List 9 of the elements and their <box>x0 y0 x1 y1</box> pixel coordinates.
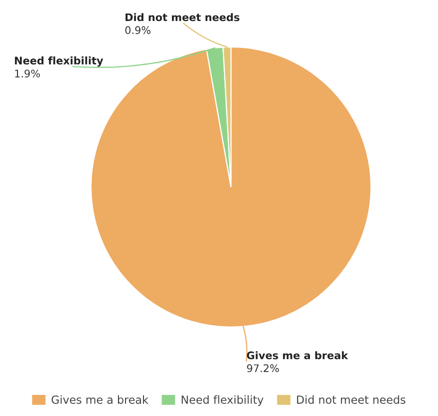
legend-label: Gives me a break <box>52 395 148 404</box>
legend-label: Did not meet needs <box>297 395 406 404</box>
slice-label: Did not meet needs <box>126 13 240 22</box>
data-label: 97.2% <box>247 364 279 372</box>
data-label: 1.9% <box>15 70 40 78</box>
legend-label: Need flexibility <box>182 395 264 406</box>
slice-label: Need flexibility <box>14 56 104 67</box>
slice-label: Gives me a break <box>246 351 348 360</box>
data-label: 0.9% <box>125 26 150 34</box>
